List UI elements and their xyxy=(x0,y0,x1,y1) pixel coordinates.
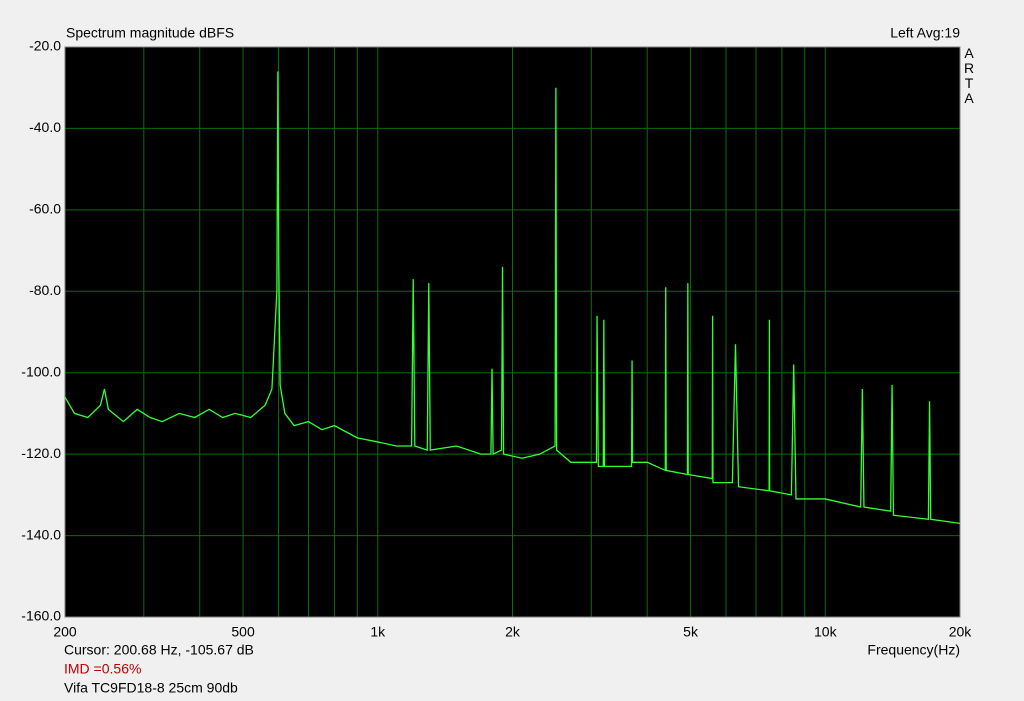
chart-title: Spectrum magnitude dBFS xyxy=(66,25,234,41)
cursor-readout: Cursor: 200.68 Hz, -105.67 dB xyxy=(64,642,254,658)
y-tick-label: -140.0 xyxy=(21,526,61,542)
y-tick-label: -40.0 xyxy=(29,119,61,135)
x-tick-label: 500 xyxy=(231,624,255,640)
x-axis-label: Frequency(Hz) xyxy=(867,642,960,658)
x-tick-label: 2k xyxy=(505,624,521,640)
imd-readout: IMD =0.56% xyxy=(64,661,141,677)
y-tick-label: -60.0 xyxy=(29,201,61,217)
brand: ARTA xyxy=(964,45,975,106)
x-tick-label: 10k xyxy=(814,624,838,640)
y-tick-label: -100.0 xyxy=(21,363,61,379)
x-tick-label: 20k xyxy=(949,624,973,640)
channel-info: Left Avg:19 xyxy=(890,25,960,41)
y-tick-label: -120.0 xyxy=(21,445,61,461)
description: Vifa TC9FD18-8 25cm 90db xyxy=(64,680,238,696)
plot-border xyxy=(64,46,961,618)
y-tick-label: -160.0 xyxy=(21,608,61,624)
spectrum-line xyxy=(64,71,961,525)
x-tick-label: 5k xyxy=(683,624,699,640)
y-tick-label: -80.0 xyxy=(29,282,61,298)
y-tick-label: -20.0 xyxy=(29,38,61,54)
x-tick-label: 200 xyxy=(53,624,77,640)
x-tick-label: 1k xyxy=(370,624,386,640)
